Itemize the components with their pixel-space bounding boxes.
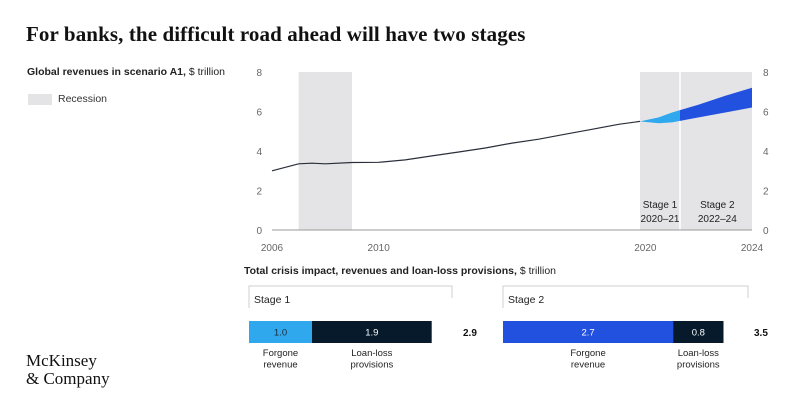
chart-title: For banks, the difficult road ahead will… bbox=[26, 22, 526, 46]
stage-2-band bbox=[680, 87, 752, 121]
stage-1-segment-value-1: 1.0 bbox=[274, 328, 287, 339]
stage-1-segment-label-1-line-1: Forgone bbox=[263, 348, 298, 359]
stage-2-segment-label-2-line-1: Loan-loss bbox=[678, 348, 719, 359]
bar-title-unit: $ trillion bbox=[519, 265, 556, 277]
stage-1-bar-segment-1 bbox=[249, 321, 312, 343]
legend: Recession bbox=[28, 93, 107, 105]
bar-chart-title: Total crisis impact, revenues and loan-l… bbox=[0, 265, 800, 277]
legend-label-recession: Recession bbox=[58, 93, 108, 105]
x-tick-2024: 2024 bbox=[741, 243, 764, 254]
y-tick-right-2: 2 bbox=[763, 187, 769, 198]
y-tick-right-8: 8 bbox=[763, 68, 769, 79]
x-tick-2006: 2006 bbox=[261, 243, 284, 254]
revenue-line bbox=[271, 120, 641, 172]
stage-2-segment-label-2-line-2: provisions bbox=[677, 360, 720, 371]
legend-swatch-recession bbox=[28, 93, 52, 105]
stage-1-segment-value-2: 1.9 bbox=[365, 328, 378, 339]
y-tick-left-4: 4 bbox=[256, 147, 262, 158]
logo-line-1: McKinsey bbox=[26, 351, 97, 370]
stage-2-bar-segment-1 bbox=[503, 321, 674, 343]
stage-1-bracket bbox=[248, 285, 453, 308]
y-tick-left-0: 0 bbox=[256, 226, 262, 237]
x-tick-2020: 2020 bbox=[634, 243, 657, 254]
stage-1-bar-segment-2 bbox=[312, 321, 432, 343]
stage-1-segment-label-2-line-2: provisions bbox=[350, 360, 393, 371]
stage-1-box-label: Stage 1 bbox=[254, 294, 290, 306]
stage-2-segment-value-1: 2.7 bbox=[581, 328, 594, 339]
x-tick-2010: 2010 bbox=[368, 243, 391, 254]
stage-1-band bbox=[640, 110, 680, 124]
stage-2-segment-label-1-line-2: revenue bbox=[571, 360, 605, 371]
stage-1-total: 2.9 bbox=[463, 328, 477, 339]
y-tick-right-0: 0 bbox=[763, 226, 769, 237]
stage-2-segment-value-2: 0.8 bbox=[692, 328, 705, 339]
stage-1-segment-label-1-line-2: revenue bbox=[263, 360, 297, 371]
chart-subtitle: Global revenues in scenario A1, $ trilli… bbox=[27, 66, 225, 78]
stage-2-total: 3.5 bbox=[754, 328, 768, 339]
subtitle-bold: Global revenues in scenario A1, bbox=[27, 66, 186, 78]
stage-label-1: Stage 1 bbox=[643, 200, 678, 211]
stage-2-box-label: Stage 2 bbox=[508, 294, 544, 306]
y-tick-right-6: 6 bbox=[763, 108, 769, 119]
stage-years-2: 2022–24 bbox=[698, 214, 737, 225]
stage-years-1: 2020–21 bbox=[641, 214, 680, 225]
stage-2-segment-label-1-line-1: Forgone bbox=[570, 348, 605, 359]
y-tick-left-8: 8 bbox=[256, 68, 262, 79]
stage-2-bar-segment-2 bbox=[673, 321, 724, 343]
subtitle-unit: $ trillion bbox=[188, 66, 226, 78]
y-tick-right-4: 4 bbox=[763, 147, 769, 158]
y-tick-left-2: 2 bbox=[256, 187, 262, 198]
mckinsey-logo: McKinsey & Company bbox=[26, 352, 110, 388]
stage-2-bracket bbox=[502, 285, 749, 308]
y-tick-left-6: 6 bbox=[256, 108, 262, 119]
logo-line-2: & Company bbox=[26, 369, 110, 388]
bar-title-bold: Total crisis impact, revenues and loan-l… bbox=[244, 265, 517, 277]
recession-band-1 bbox=[298, 72, 352, 230]
stage-label-2: Stage 2 bbox=[700, 200, 735, 211]
stage-1-segment-label-2-line-1: Loan-loss bbox=[351, 348, 392, 359]
